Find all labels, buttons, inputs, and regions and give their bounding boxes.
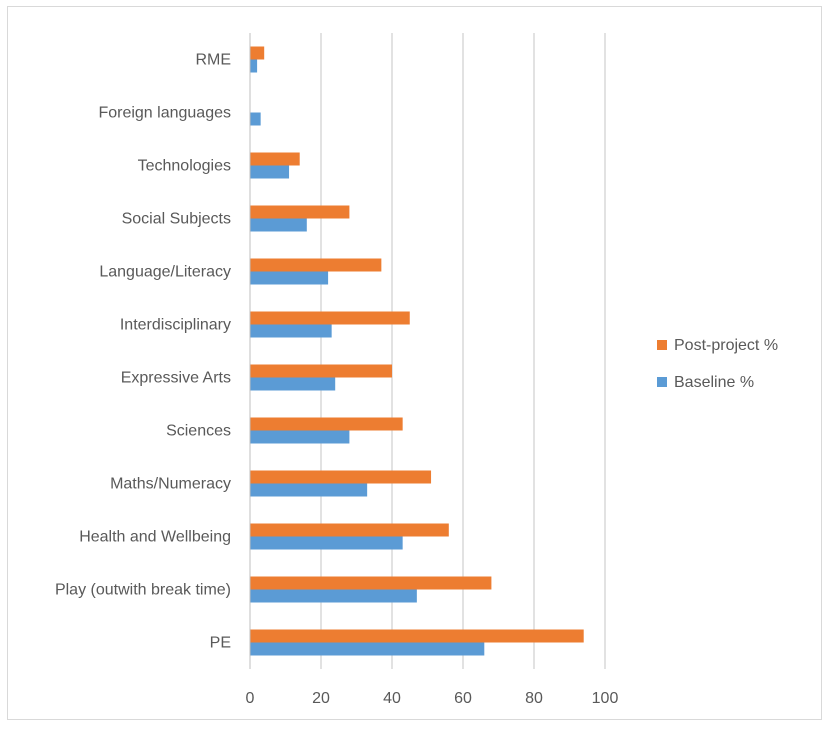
bar <box>250 576 492 590</box>
category-label: Technologies <box>138 158 231 175</box>
bar <box>250 152 300 166</box>
legend: Post-project % Baseline % <box>657 337 778 391</box>
gridlines <box>320 33 606 669</box>
category-label: Language/Literacy <box>99 264 231 281</box>
bar <box>250 470 432 484</box>
category-label: Sciences <box>166 423 231 440</box>
bar <box>250 536 403 550</box>
bar <box>250 523 449 537</box>
category-label: RME <box>195 52 231 69</box>
x-tick-label: 0 <box>246 690 255 707</box>
category-label: Social Subjects <box>122 211 231 228</box>
x-tick-label: 80 <box>525 690 543 707</box>
bar <box>250 205 350 219</box>
x-tick-label: 20 <box>312 690 330 707</box>
bar <box>250 430 350 444</box>
bars <box>250 46 584 656</box>
bar <box>250 629 584 643</box>
category-label: Health and Wellbeing <box>79 529 231 546</box>
bar <box>250 589 417 603</box>
bar <box>250 483 368 497</box>
x-tick-label: 40 <box>383 690 401 707</box>
bar <box>250 258 382 272</box>
category-label: Expressive Arts <box>121 370 231 387</box>
legend-swatch <box>657 340 667 350</box>
category-label: PE <box>210 635 231 652</box>
bar <box>250 364 392 378</box>
bar <box>250 218 307 232</box>
category-label: Maths/Numeracy <box>110 476 231 493</box>
bar <box>250 165 290 179</box>
category-labels: RME Foreign languages Technologies Social S… <box>55 52 231 652</box>
bar <box>250 112 261 126</box>
legend-swatch <box>657 377 667 387</box>
x-tick-labels: 0 20 40 60 80 100 <box>246 690 619 707</box>
bar <box>250 642 485 656</box>
legend-label: Baseline % <box>674 374 754 391</box>
bar <box>250 271 329 285</box>
category-label: Play (outwith break time) <box>55 582 231 599</box>
bar <box>250 417 403 431</box>
category-label: Foreign languages <box>98 105 231 122</box>
bar <box>250 377 336 391</box>
bar <box>250 311 410 325</box>
x-tick-label: 60 <box>454 690 472 707</box>
bar <box>250 46 265 60</box>
bar <box>250 59 258 73</box>
legend-label: Post-project % <box>674 337 778 354</box>
bar <box>250 324 332 338</box>
x-tick-label: 100 <box>592 690 619 707</box>
category-label: Interdisciplinary <box>120 317 231 334</box>
